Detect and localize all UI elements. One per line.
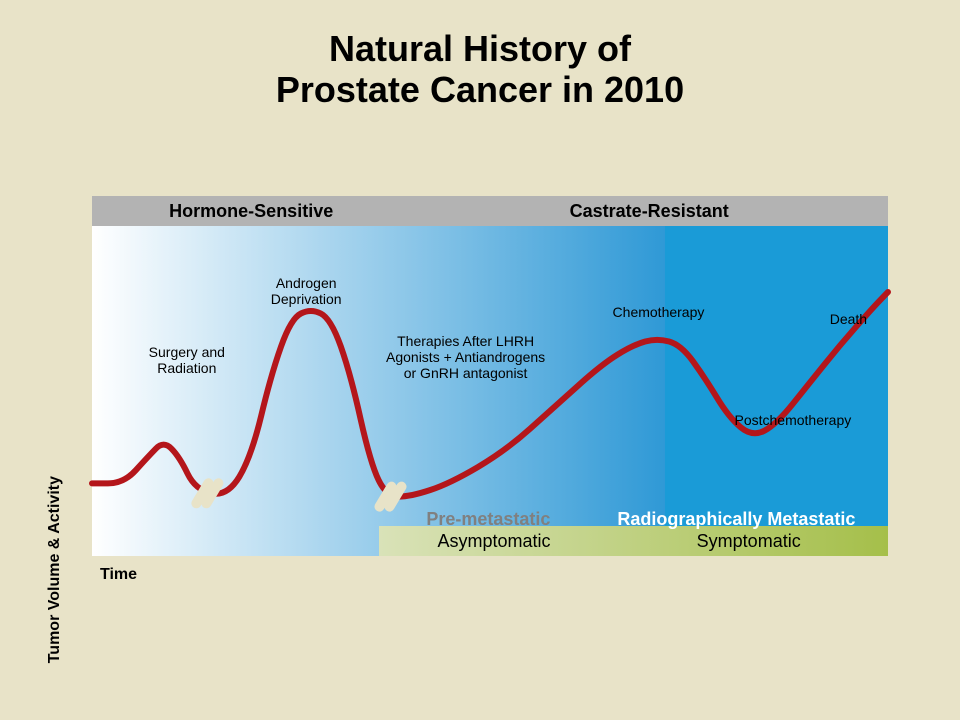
plot-region: Hormone-SensitiveCastrate-Resistant Asym… — [92, 196, 888, 556]
annotation-line: Androgen — [251, 275, 361, 291]
slide-root: { "background_color": "#e8e3c8", "title"… — [0, 0, 960, 720]
curve-annotation: Chemotherapy — [593, 304, 723, 320]
annotation-line: Death — [808, 311, 888, 327]
curve-annotation: Therapies After LHRHAgonists + Antiandro… — [371, 333, 561, 381]
annotation-line: Therapies After LHRH — [371, 333, 561, 349]
annotation-line: or GnRH antagonist — [371, 365, 561, 381]
annotation-line: Agonists + Antiandrogens — [371, 349, 561, 365]
x-axis-label: Time — [100, 566, 137, 584]
metastatic-state-label: Radiographically Metastatic — [617, 509, 855, 530]
curve-annotation: Surgery andRadiation — [132, 344, 242, 376]
metastatic-state-label: Pre-metastatic — [426, 509, 550, 530]
annotation-line: Deprivation — [251, 291, 361, 307]
annotation-line: Chemotherapy — [593, 304, 723, 320]
annotation-line: Postchemotherapy — [713, 412, 873, 428]
slide-title: Natural History of Prostate Cancer in 20… — [0, 28, 960, 111]
curve-annotation: Death — [808, 311, 888, 327]
title-line-2: Prostate Cancer in 2010 — [0, 69, 960, 110]
annotation-line: Surgery and — [132, 344, 242, 360]
y-axis-label: Tumor Volume & Activity — [46, 476, 64, 663]
tumor-curve-path — [92, 292, 888, 497]
curve-annotation: AndrogenDeprivation — [251, 275, 361, 307]
annotation-line: Radiation — [132, 360, 242, 376]
curve-annotation: Postchemotherapy — [713, 412, 873, 428]
chart-area: Tumor Volume & Activity Hormone-Sensitiv… — [62, 196, 888, 586]
title-line-1: Natural History of — [0, 28, 960, 69]
